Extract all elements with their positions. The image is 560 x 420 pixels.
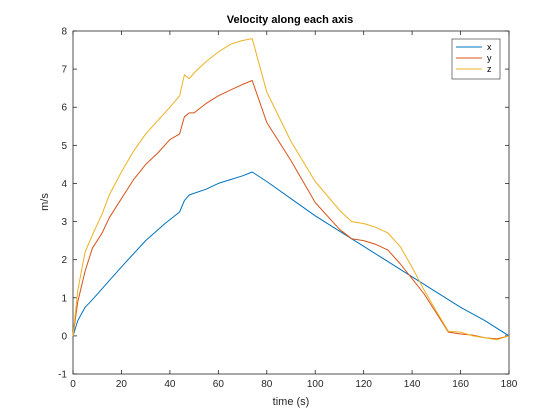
x-tick-label: 40 [164, 379, 176, 390]
y-tick-label: 6 [61, 103, 67, 114]
legend: xyz [451, 38, 501, 80]
x-tick-label: 100 [307, 379, 324, 390]
y-axis-label: m/s [39, 193, 51, 211]
legend-label-x: x [487, 42, 492, 52]
x-tick-label: 140 [404, 379, 421, 390]
series-line-z [72, 38, 510, 341]
y-tick-label: 2 [61, 255, 67, 266]
x-tick-label: 120 [355, 379, 372, 390]
x-tick-label: 180 [501, 379, 518, 390]
series-line-x [72, 171, 510, 337]
x-tick-label: 20 [116, 379, 128, 390]
x-tick-label: 160 [452, 379, 469, 390]
x-tick-label: 60 [213, 379, 225, 390]
y-tick-label: 5 [61, 141, 67, 152]
y-tick-label: 1 [61, 293, 67, 304]
y-tick-label: 8 [61, 27, 67, 38]
y-tick-label: 0 [61, 331, 67, 342]
x-axis-label: time (s) [273, 396, 310, 408]
chart-title: Velocity along each axis [227, 14, 354, 26]
y-tick-label: 3 [61, 217, 67, 228]
legend-box [451, 38, 501, 80]
plot-area [72, 30, 510, 375]
legend-label-z: z [487, 64, 492, 74]
series-lines [72, 38, 510, 341]
legend-label-y: y [487, 53, 492, 63]
series-line-y [72, 80, 510, 340]
y-tick-label: 4 [61, 179, 67, 190]
y-tick-label: -1 [58, 370, 67, 381]
x-tick-label: 0 [70, 379, 76, 390]
y-tick-label: 7 [61, 65, 67, 76]
x-tick-label: 80 [261, 379, 273, 390]
